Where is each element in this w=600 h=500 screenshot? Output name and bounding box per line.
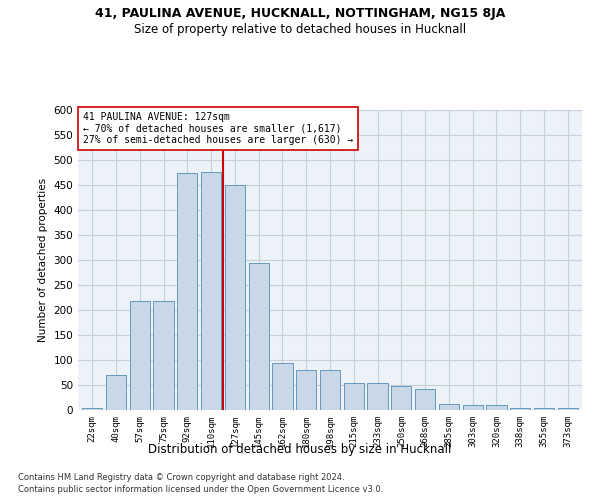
Text: 41, PAULINA AVENUE, HUCKNALL, NOTTINGHAM, NG15 8JA: 41, PAULINA AVENUE, HUCKNALL, NOTTINGHAM… xyxy=(95,8,505,20)
Text: Size of property relative to detached houses in Hucknall: Size of property relative to detached ho… xyxy=(134,22,466,36)
Bar xyxy=(534,408,554,410)
Text: Distribution of detached houses by size in Hucknall: Distribution of detached houses by size … xyxy=(148,442,452,456)
Bar xyxy=(463,405,483,410)
Bar xyxy=(177,172,197,410)
Text: Contains public sector information licensed under the Open Government Licence v3: Contains public sector information licen… xyxy=(18,485,383,494)
Bar xyxy=(510,408,530,410)
Bar xyxy=(344,382,364,410)
Bar xyxy=(225,185,245,410)
Bar xyxy=(415,389,435,410)
Text: 41 PAULINA AVENUE: 127sqm
← 70% of detached houses are smaller (1,617)
27% of se: 41 PAULINA AVENUE: 127sqm ← 70% of detac… xyxy=(83,112,353,144)
Bar xyxy=(106,375,126,410)
Bar xyxy=(248,262,269,410)
Bar xyxy=(487,405,506,410)
Bar xyxy=(272,362,293,410)
Bar xyxy=(201,172,221,410)
Y-axis label: Number of detached properties: Number of detached properties xyxy=(38,178,48,342)
Bar xyxy=(367,382,388,410)
Bar xyxy=(391,386,412,410)
Bar xyxy=(82,408,103,410)
Bar xyxy=(130,301,150,410)
Bar xyxy=(320,370,340,410)
Bar xyxy=(557,408,578,410)
Bar xyxy=(296,370,316,410)
Bar xyxy=(439,404,459,410)
Bar xyxy=(154,301,173,410)
Text: Contains HM Land Registry data © Crown copyright and database right 2024.: Contains HM Land Registry data © Crown c… xyxy=(18,472,344,482)
